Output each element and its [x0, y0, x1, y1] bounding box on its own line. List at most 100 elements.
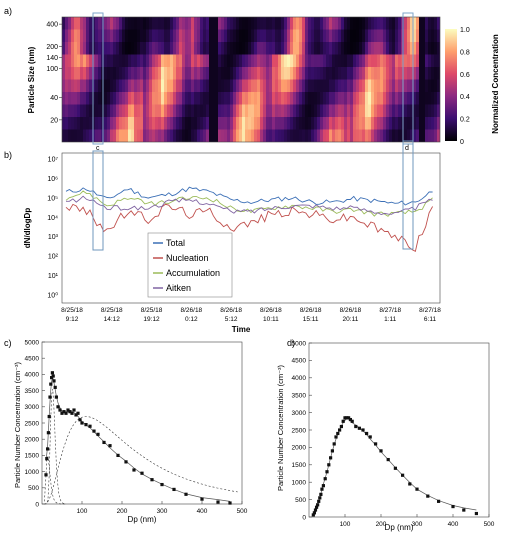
heatmap-column: [398, 17, 402, 142]
heatmap-cell: [353, 129, 357, 142]
heatmap-cell: [410, 129, 414, 142]
heatmap-cell: [347, 104, 351, 118]
heatmap-cell: [314, 54, 318, 68]
heatmap-cell: [374, 104, 378, 118]
heatmap-cell: [323, 79, 327, 93]
heatmap-cell: [407, 79, 411, 93]
x-tick-label: 500: [237, 508, 248, 515]
heatmap-cell: [407, 29, 411, 43]
heatmap-cell: [104, 67, 108, 80]
heatmap-cell: [431, 117, 435, 130]
data-point: [46, 431, 50, 435]
heatmap-cell: [161, 104, 165, 118]
heatmap-cell: [74, 117, 78, 130]
heatmap-cell: [365, 104, 369, 118]
heatmap-cell: [314, 29, 318, 43]
heatmap-cell: [416, 42, 420, 55]
heatmap-cell: [113, 117, 117, 130]
heatmap-cell: [251, 42, 255, 55]
heatmap-cell: [380, 67, 384, 80]
heatmap-cell: [71, 104, 75, 118]
heatmap-cell: [149, 42, 153, 55]
heatmap-cell: [137, 117, 141, 130]
heatmap-cell: [230, 29, 234, 43]
heatmap-cell: [272, 54, 276, 68]
heatmap-cell: [62, 104, 66, 118]
colorbar: [445, 29, 457, 141]
heatmap-cell: [431, 29, 435, 43]
heatmap-cell: [146, 54, 150, 68]
data-point: [80, 421, 84, 425]
legend-label: Nucleation: [166, 253, 209, 263]
heatmap-cell: [380, 129, 384, 142]
heatmap-cell: [395, 129, 399, 142]
heatmap-cell: [374, 42, 378, 55]
heatmap-cell: [344, 17, 348, 30]
heatmap-cell: [299, 92, 303, 105]
heatmap-cell: [176, 42, 180, 55]
heatmap-cell: [179, 79, 183, 93]
heatmap-cell: [89, 42, 93, 55]
heatmap-cell: [359, 104, 363, 118]
heatmap-cell: [62, 117, 66, 130]
heatmap-column: [353, 17, 357, 142]
heatmap-cell: [230, 117, 234, 130]
heatmap-cell: [227, 117, 231, 130]
heatmap-cell: [182, 42, 186, 55]
heatmap-cell: [437, 117, 440, 130]
heatmap-cell: [347, 92, 351, 105]
heatmap-cell: [68, 17, 72, 30]
heatmap-cell: [65, 79, 69, 93]
heatmap-cell: [128, 54, 132, 68]
heatmap-cell: [371, 79, 375, 93]
heatmap-cell: [317, 129, 321, 142]
heatmap-cell: [110, 17, 114, 30]
heatmap-cell: [389, 42, 393, 55]
heatmap-cell: [203, 104, 207, 118]
heatmap-cell: [323, 117, 327, 130]
heatmap-cell: [230, 104, 234, 118]
data-point: [76, 411, 80, 415]
heatmap-cell: [416, 92, 420, 105]
heatmap-cell: [236, 67, 240, 80]
heatmap-cell: [182, 104, 186, 118]
heatmap-column: [368, 17, 372, 142]
y-tick-label: 2000: [25, 437, 40, 444]
heatmap-cell: [134, 92, 138, 105]
heatmap-cell: [80, 92, 84, 105]
mode-curve-accumulation: [44, 416, 238, 505]
data-point: [325, 470, 329, 474]
heatmap-column: [119, 17, 123, 142]
heatmap-column: [194, 17, 198, 142]
heatmap-cell: [131, 129, 135, 142]
heatmap-column: [176, 17, 180, 142]
heatmap-cell: [119, 42, 123, 55]
heatmap-cell: [152, 129, 156, 142]
heatmap-cell: [419, 117, 423, 130]
heatmap-cell: [362, 67, 366, 80]
heatmap-cell: [431, 54, 435, 68]
heatmap-cell: [146, 42, 150, 55]
heatmap-column: [224, 17, 228, 142]
heatmap-cell: [164, 54, 168, 68]
heatmap-cell: [71, 29, 75, 43]
legend-label: Aitken: [166, 283, 191, 293]
heatmap-cell: [236, 54, 240, 68]
heatmap-cell: [284, 92, 288, 105]
heatmap-cell: [134, 42, 138, 55]
heatmap-cell: [119, 92, 123, 105]
heatmap-cell: [302, 104, 306, 118]
heatmap-cell: [413, 104, 417, 118]
heatmap-column: [335, 17, 339, 142]
timeseries-y-tick-label: 10⁴: [47, 215, 58, 222]
heatmap-column: [104, 17, 108, 142]
heatmap-cell: [194, 42, 198, 55]
heatmap-cell: [332, 54, 336, 68]
heatmap-cell: [254, 67, 258, 80]
heatmap-cell: [308, 92, 312, 105]
series-line-total: [65, 186, 433, 206]
heatmap-cell: [146, 104, 150, 118]
heatmap-cell: [167, 79, 171, 93]
heatmap-cell: [293, 92, 297, 105]
